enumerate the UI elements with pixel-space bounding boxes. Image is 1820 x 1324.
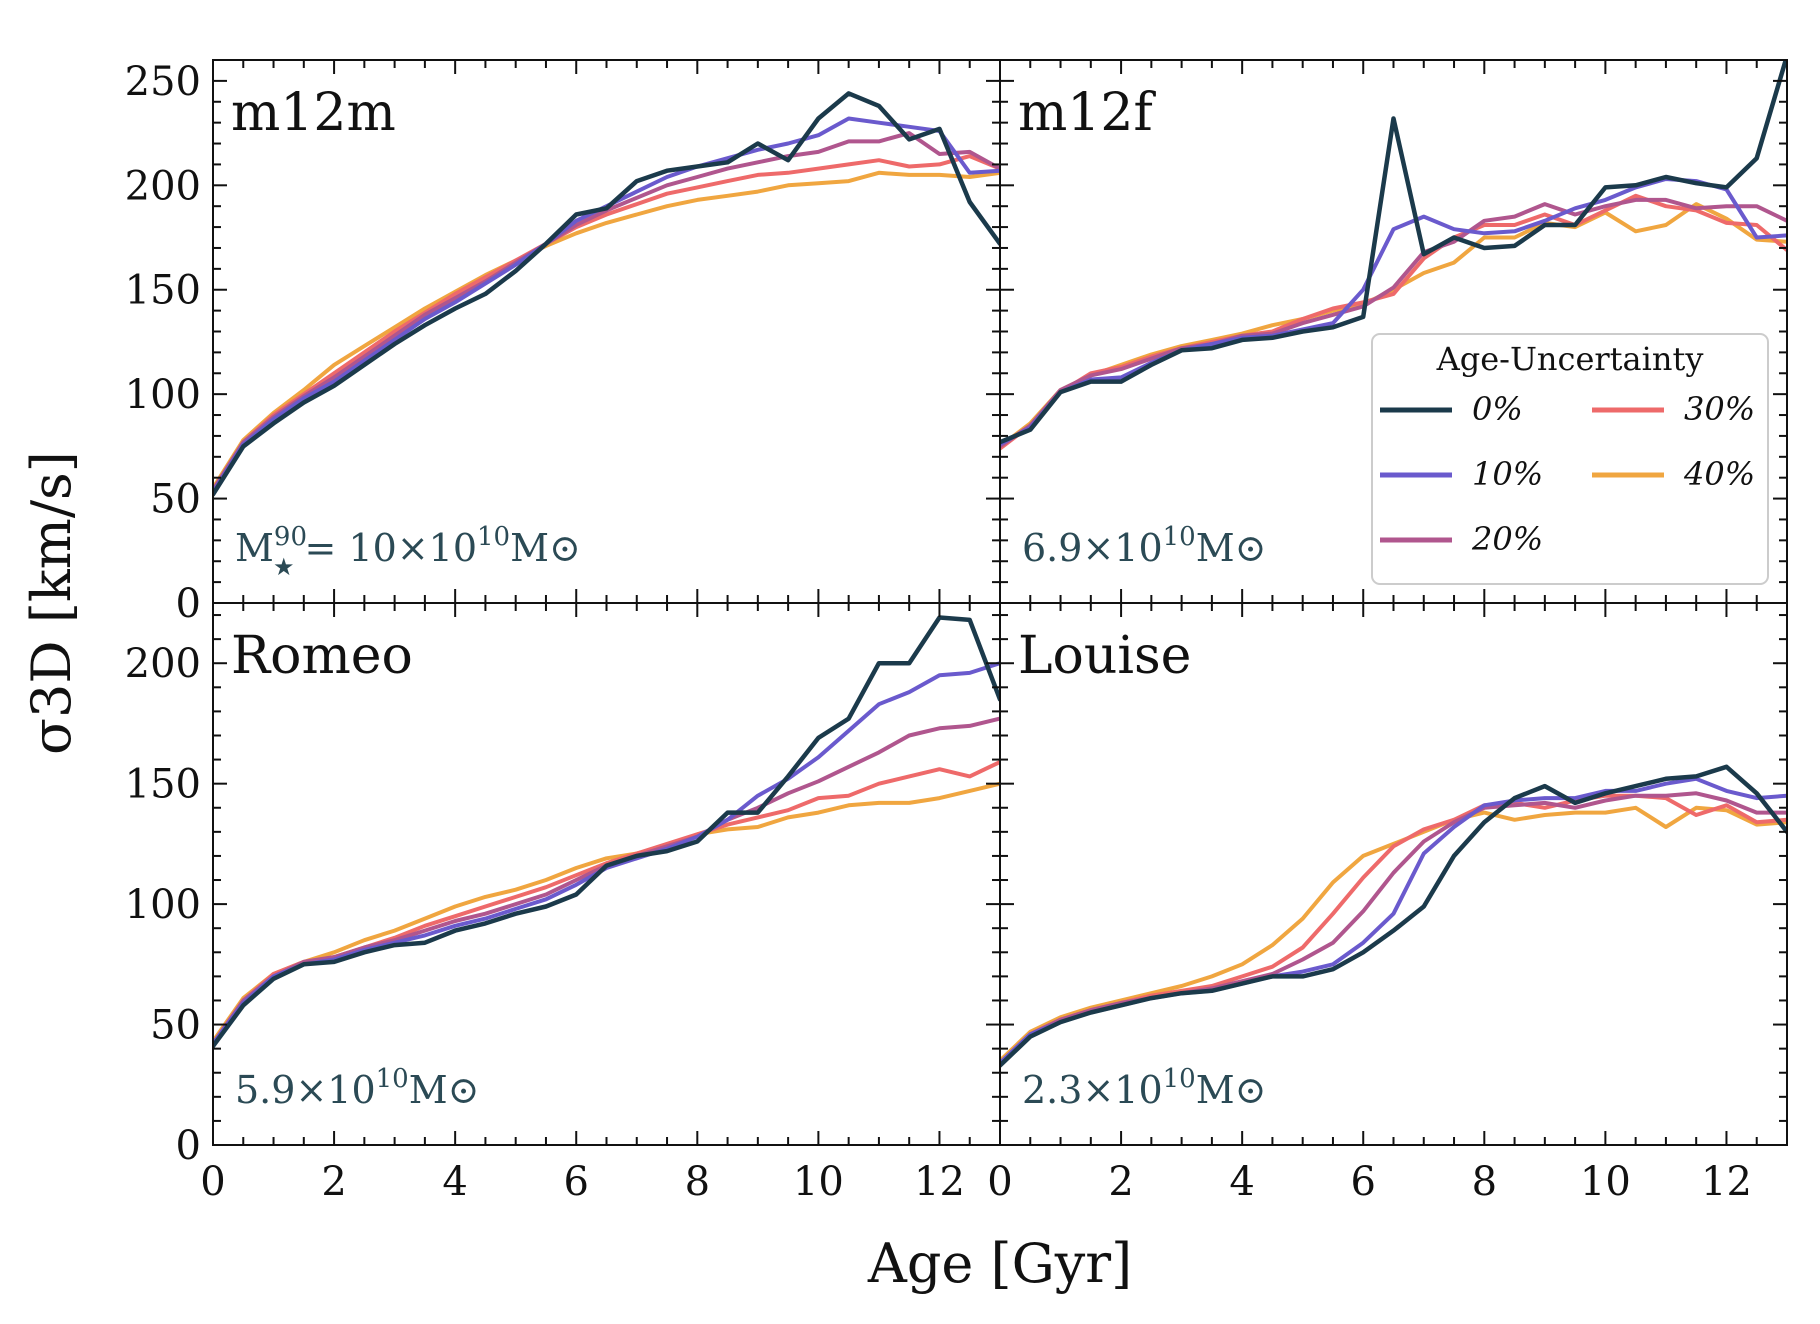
x-tick-label: 6 bbox=[564, 1159, 589, 1205]
x-tick-label: 12 bbox=[914, 1159, 965, 1205]
x-tick-label: 4 bbox=[442, 1159, 467, 1205]
series-line-4 bbox=[1000, 805, 1787, 1063]
mass-exponent: 10 bbox=[1163, 522, 1196, 552]
y-tick-label: 150 bbox=[125, 268, 201, 314]
legend-label: 10% bbox=[1472, 455, 1543, 493]
y-tick-label: 50 bbox=[150, 1003, 201, 1049]
series-group bbox=[213, 615, 1000, 1049]
mass-value: 5.9 bbox=[235, 1068, 295, 1112]
series-group bbox=[1000, 764, 1787, 1068]
solar-mass-unit: M⊙ bbox=[510, 526, 581, 570]
legend-title: Age-Uncertainty bbox=[1436, 340, 1704, 378]
mass-annotation: M90 ★ = 10×1010M⊙ bbox=[235, 522, 581, 581]
series-line-4 bbox=[213, 781, 1000, 1044]
series-line-2 bbox=[1000, 197, 1787, 449]
mass-annotation: 2.3×1010M⊙ bbox=[1022, 1064, 1266, 1112]
legend-label: 30% bbox=[1684, 390, 1755, 428]
mass-value: 6.9 bbox=[1022, 526, 1082, 570]
solar-mass-unit: M⊙ bbox=[1196, 526, 1267, 570]
mass-superscript: 90 bbox=[274, 522, 307, 552]
series-line-2 bbox=[213, 716, 1000, 1046]
x-tick-label: 10 bbox=[1580, 1159, 1631, 1205]
y-tick-label: 200 bbox=[125, 641, 201, 687]
x-tick-label: 12 bbox=[1701, 1159, 1752, 1205]
panel-title: Louise bbox=[1018, 626, 1191, 686]
x-tick-label: 2 bbox=[321, 1159, 346, 1205]
mass-value: 2.3 bbox=[1022, 1068, 1082, 1112]
series-line-3 bbox=[213, 154, 1000, 493]
x-tick-label: 2 bbox=[1108, 1159, 1133, 1205]
series-line-4 bbox=[213, 170, 1000, 491]
x-tick-label: 0 bbox=[987, 1159, 1012, 1205]
legend-label: 20% bbox=[1471, 520, 1543, 558]
solar-mass-unit: M⊙ bbox=[409, 1068, 480, 1112]
mass-prefix: M bbox=[235, 526, 274, 570]
x-tick-label: 4 bbox=[1229, 1159, 1254, 1205]
mass-exponent-base: ×10 bbox=[1082, 1068, 1162, 1112]
mass-equals: = bbox=[305, 526, 349, 570]
mass-exponent: 10 bbox=[376, 1064, 409, 1094]
mass-exponent: 10 bbox=[477, 522, 510, 552]
y-tick-label: 0 bbox=[176, 1123, 201, 1169]
y-axis-title: σ3D [km/s] bbox=[20, 451, 83, 755]
panel-m12f: m12f 6.9×1010M⊙ bbox=[999, 59, 1788, 604]
x-axis-title: Age [Gyr] bbox=[867, 1232, 1132, 1295]
panel-title: m12m bbox=[231, 83, 396, 143]
x-tick-label: 10 bbox=[793, 1159, 844, 1205]
legend: Age-Uncertainty 0% 10% 20% 30% 40% bbox=[1371, 333, 1769, 585]
mass-exponent: 10 bbox=[1163, 1064, 1196, 1094]
y-tick-label: 0 bbox=[176, 581, 201, 627]
series-line-0 bbox=[213, 91, 1000, 497]
star-subscript: ★ bbox=[273, 553, 295, 581]
x-tick-label: 6 bbox=[1351, 1159, 1376, 1205]
solar-mass-unit: M⊙ bbox=[1196, 1068, 1267, 1112]
legend-box bbox=[1371, 333, 1769, 585]
y-tick-label: 150 bbox=[125, 762, 201, 808]
mass-annotation: 5.9×1010M⊙ bbox=[235, 1064, 479, 1112]
panel-title: m12f bbox=[1018, 83, 1156, 143]
y-tick-label: 250 bbox=[125, 59, 201, 105]
mass-annotation: 6.9×1010M⊙ bbox=[1022, 522, 1266, 570]
mass-exponent-base: ×10 bbox=[397, 526, 477, 570]
series-line-0 bbox=[1000, 764, 1787, 1068]
panel-title: Romeo bbox=[231, 626, 413, 686]
series-line-0 bbox=[1000, 60, 1787, 445]
y-tick-label: 100 bbox=[125, 882, 201, 928]
series-line-1 bbox=[1000, 776, 1787, 1066]
series-line-0 bbox=[213, 615, 1000, 1049]
series-group bbox=[1000, 60, 1787, 451]
x-tick-label: 8 bbox=[1472, 1159, 1497, 1205]
series-line-1 bbox=[213, 661, 1000, 1046]
legend-label: 0% bbox=[1472, 390, 1523, 428]
mass-exponent-base: ×10 bbox=[1082, 526, 1162, 570]
mass-exponent-base: ×10 bbox=[295, 1068, 375, 1112]
y-tick-label: 100 bbox=[125, 372, 201, 418]
x-tick-label: 0 bbox=[200, 1159, 225, 1205]
series-group bbox=[213, 91, 1000, 497]
y-tick-label: 200 bbox=[125, 163, 201, 209]
legend-label: 40% bbox=[1683, 455, 1755, 493]
series-line-2 bbox=[213, 131, 1000, 493]
y-tick-label: 50 bbox=[150, 477, 201, 523]
mass-value: 10 bbox=[348, 526, 396, 570]
x-tick-label: 8 bbox=[685, 1159, 710, 1205]
